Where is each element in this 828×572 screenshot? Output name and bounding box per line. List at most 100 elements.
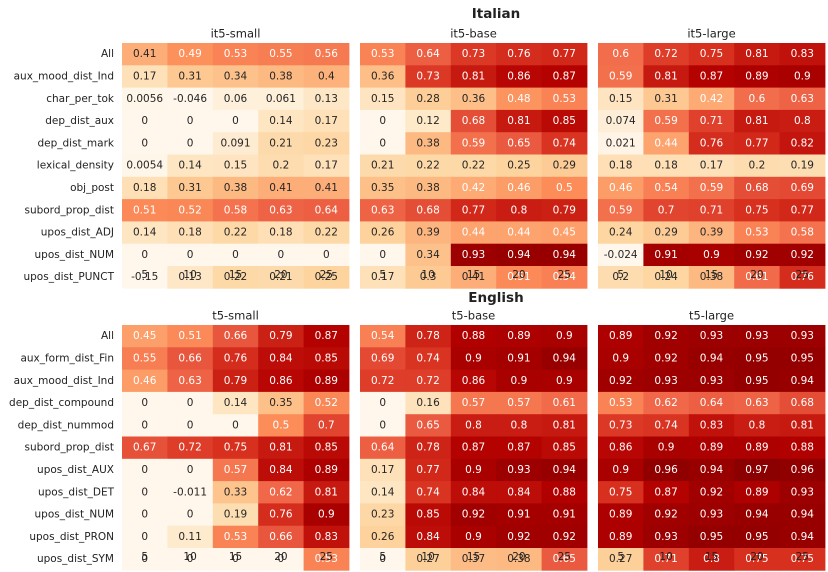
row-label: upos_dist_SYM	[37, 553, 114, 565]
heatmap-cell	[167, 369, 214, 393]
heatmap-cell	[688, 481, 735, 504]
cell-value: 0	[379, 397, 386, 409]
cell-value: 0.93	[700, 509, 723, 521]
cell-value: 0.11	[178, 531, 201, 543]
cell-value: 0.75	[791, 553, 814, 565]
heatmap-cell	[496, 154, 542, 178]
cell-value: 0.57	[224, 464, 247, 476]
cell-value: 0.14	[371, 486, 395, 498]
heatmap-cell	[167, 481, 214, 504]
heatmap-cell	[496, 176, 542, 200]
heatmap-cell	[496, 525, 542, 549]
heatmap-cell	[360, 154, 406, 178]
heatmap-cell	[405, 65, 452, 88]
cell-value: 0	[141, 553, 148, 565]
cell-value: 0.24	[609, 227, 633, 239]
heatmap-cell	[212, 347, 259, 370]
cell-value: -0.024	[604, 249, 638, 261]
cell-value: 0.25	[507, 160, 530, 172]
cell-value: 0.76	[269, 509, 293, 521]
cell-value: 0.9	[703, 249, 720, 261]
heatmap-cell	[643, 414, 690, 437]
cell-value: 0.9	[318, 509, 335, 521]
heatmap-cell	[450, 109, 497, 133]
cell-value: 0.81	[745, 48, 768, 60]
heatmap-cell	[405, 391, 452, 415]
cell-value: 0.9	[612, 352, 629, 364]
heatmap-cell	[212, 325, 259, 348]
cell-value: 0.36	[371, 70, 395, 82]
heatmap-cell	[688, 347, 735, 370]
heatmap-cell	[779, 221, 826, 245]
cell-value: 0.5	[556, 182, 573, 194]
heatmap-cell	[122, 391, 168, 415]
heatmap-cell	[212, 548, 259, 571]
heatmap-cell	[258, 109, 304, 133]
heatmap-cell	[303, 65, 350, 88]
cell-value: 0.66	[224, 330, 248, 342]
cell-value: 0.89	[315, 464, 338, 476]
heatmap-cell	[541, 458, 588, 482]
cell-value: 0.65	[507, 137, 530, 149]
heatmap-cell	[122, 347, 168, 370]
heatmap-cell	[541, 176, 588, 200]
cell-value: 0.96	[791, 464, 815, 476]
cell-value: 0.53	[224, 48, 247, 60]
heatmap-cell	[360, 525, 406, 549]
cell-value: 0.8	[511, 204, 528, 216]
heatmap-cell	[541, 548, 588, 571]
heatmap-cell	[212, 221, 259, 245]
cell-value: 0.58	[791, 227, 814, 239]
x-tick-label: 5	[617, 551, 624, 563]
heatmap-cell	[450, 414, 497, 437]
heatmap-cell	[360, 243, 406, 267]
heatmap-cell	[122, 458, 168, 482]
cell-value: 0.24	[654, 271, 678, 283]
heatmap-cell	[405, 266, 452, 289]
heatmap-cell	[303, 436, 350, 460]
cell-value: 0.89	[745, 486, 768, 498]
heatmap-cell	[167, 199, 214, 222]
heatmap-cell	[598, 266, 644, 289]
cell-value: 0.39	[416, 227, 439, 239]
cell-value: 0	[232, 115, 239, 127]
heatmap-cell	[598, 243, 644, 267]
heatmap-cell	[779, 458, 826, 482]
cell-value: 0	[379, 137, 386, 149]
heatmap-cell	[258, 176, 304, 200]
cell-value: 0.79	[553, 204, 576, 216]
heatmap-cell	[779, 87, 826, 111]
heatmap-cell	[734, 548, 780, 571]
heatmap-cell	[303, 391, 350, 415]
heatmap-cell	[643, 154, 690, 178]
heatmap-cell	[541, 391, 588, 415]
heatmap-cell	[688, 176, 735, 200]
cell-value: 0.21	[371, 160, 394, 172]
row-label: dep_dist_nummod	[18, 419, 114, 431]
heatmap-cell	[779, 176, 826, 200]
cell-value: 0.66	[178, 352, 202, 364]
cell-value: 0.23	[315, 137, 338, 149]
cell-value: 0.86	[269, 375, 293, 387]
cell-value: 0.34	[416, 249, 440, 261]
heatmap-cell	[598, 436, 644, 460]
cell-value: 0.92	[654, 330, 677, 342]
heatmap-cell	[779, 266, 826, 289]
heatmap-cell	[122, 199, 168, 222]
cell-value: 0.4	[318, 70, 335, 82]
cell-value: 0.93	[745, 330, 768, 342]
x-tick-label: 20	[750, 551, 763, 563]
cell-value: 0.94	[791, 531, 815, 543]
heatmap-cell	[360, 369, 406, 393]
heatmap-cell	[734, 87, 780, 111]
cell-value: 0.6	[749, 93, 766, 105]
cell-value: 0.91	[654, 249, 677, 261]
heatmap-cell	[450, 458, 497, 482]
heatmap-cell	[734, 369, 780, 393]
row-label: upos_dist_ADJ	[41, 227, 114, 239]
panel-title: it5-base	[450, 27, 497, 41]
cell-value: 0.76	[791, 271, 815, 283]
cell-value: 0	[141, 419, 148, 431]
cell-value: 0.72	[371, 375, 394, 387]
heatmap-cell	[734, 243, 780, 267]
